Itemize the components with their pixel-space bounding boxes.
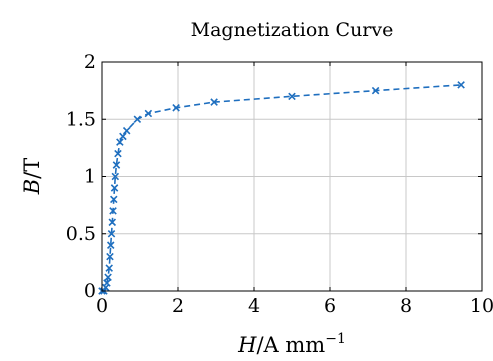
y-tick-label: 1.5 xyxy=(66,108,96,130)
data-point-marker xyxy=(144,109,153,118)
data-point-marker xyxy=(110,195,118,204)
data-point-marker xyxy=(457,81,465,89)
data-point-marker xyxy=(109,207,117,215)
data-point-marker xyxy=(108,218,117,227)
x-axis-unit: /A mm xyxy=(256,333,325,357)
data-point-marker xyxy=(111,172,120,181)
x-tick-label: 4 xyxy=(248,295,260,317)
x-tick-label: 8 xyxy=(400,295,412,317)
x-axis-unit-exponent: −1 xyxy=(325,331,346,347)
data-point-marker xyxy=(106,252,114,261)
data-point-marker xyxy=(104,273,112,282)
x-axis-symbol: H xyxy=(237,333,257,357)
y-axis-label: B/T xyxy=(20,158,44,196)
x-tick-label: 2 xyxy=(172,295,184,317)
data-point-marker xyxy=(110,184,119,192)
series-line xyxy=(102,84,462,292)
data-point-marker xyxy=(172,104,180,112)
data-point-marker xyxy=(114,149,122,158)
series-group xyxy=(98,81,465,295)
y-axis-unit: /T xyxy=(20,158,44,179)
tick-marks xyxy=(101,61,483,292)
x-axis-label: H/A mm−1 xyxy=(237,331,346,357)
y-tick-label: 0.5 xyxy=(66,223,96,245)
data-point-marker xyxy=(288,92,296,101)
data-point-marker xyxy=(112,161,121,169)
data-point-marker xyxy=(133,115,142,124)
x-tick-labels: 0 2 4 6 8 10 xyxy=(96,295,493,317)
x-tick-label: 0 xyxy=(96,295,108,317)
x-tick-label: 10 xyxy=(470,295,493,317)
y-tick-labels: 0 0.5 1 1.5 2 xyxy=(66,51,96,302)
y-axis-symbol: B xyxy=(20,179,44,195)
data-point-marker xyxy=(107,229,116,238)
x-tick-label: 6 xyxy=(324,295,336,317)
y-tick-label: 2 xyxy=(84,51,96,73)
data-point-marker xyxy=(105,264,113,272)
data-point-marker xyxy=(106,241,115,249)
chart-title: Magnetization Curve xyxy=(191,19,394,41)
data-point-marker xyxy=(371,86,380,95)
data-point-marker xyxy=(116,138,124,146)
data-point-marker xyxy=(119,132,127,141)
data-point-marker xyxy=(122,126,131,135)
y-tick-label: 0 xyxy=(84,280,96,302)
y-tick-label: 1 xyxy=(84,166,96,188)
data-point-marker xyxy=(103,279,111,287)
data-series xyxy=(98,81,465,295)
data-point-marker xyxy=(210,98,218,106)
